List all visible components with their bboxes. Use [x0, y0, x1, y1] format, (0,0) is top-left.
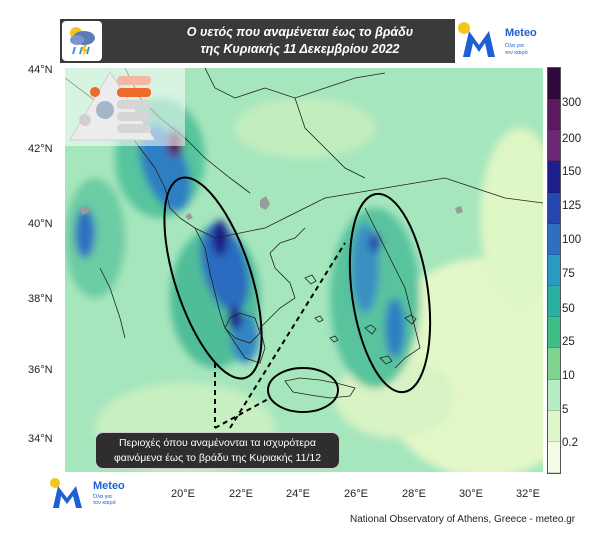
lat-label-40: 40°N [28, 218, 53, 230]
colorbar-label: 5 [562, 404, 569, 416]
colorbar-segment [548, 223, 560, 255]
meteo-logo-mark [458, 22, 495, 57]
meteo-logo-mark [50, 478, 82, 508]
annotation-box: Περιοχές όπου αναμένονται τα ισχυρότερα … [95, 432, 340, 469]
colorbar-label: 50 [562, 303, 575, 315]
highlight-ellipses [163, 176, 432, 429]
colorbar-segment [548, 99, 560, 131]
colorbar-segment [548, 254, 560, 287]
logo-tagline-2: τον καιρό [93, 500, 116, 506]
colorbar-segment [548, 441, 560, 474]
colorbar-segment [548, 161, 560, 193]
colorbar-label: 0.2 [562, 437, 578, 449]
precipitation-field [65, 98, 543, 472]
rain-cloud-icon [62, 21, 102, 61]
logo-tagline-1: Όλα για [505, 43, 524, 49]
logo-word: Meteo [505, 27, 537, 39]
colorbar-label: 10 [562, 370, 575, 382]
lon-label-22: 22°E [229, 488, 253, 500]
precipitation-colorbar [547, 67, 561, 474]
colorbar-segment [548, 68, 560, 100]
colorbar-segment [548, 192, 560, 224]
colorbar-segment [548, 286, 560, 318]
lon-label-20: 20°E [171, 488, 195, 500]
colorbar-segment [548, 130, 560, 162]
lat-label-36: 36°N [28, 364, 53, 376]
lon-label-30: 30°E [459, 488, 483, 500]
lat-label-34: 34°N [28, 433, 53, 445]
meteo-logo-top: Meteo Όλα για τον καιρό [455, 19, 540, 63]
colorbar-segment [548, 317, 560, 349]
colorbar-label: 100 [562, 234, 582, 246]
credit-text: National Observatory of Athens, Greece -… [350, 514, 576, 525]
title-line-2: της Κυριακής 11 Δεκεμβρίου 2022 [200, 42, 400, 56]
colorbar-label: 25 [562, 336, 575, 348]
ellipse-western-greece [163, 176, 263, 380]
ellipse-eastern-aegean [348, 192, 432, 394]
colorbar-segment [548, 379, 560, 411]
colorbar-label: 200 [562, 133, 582, 145]
map-title: Ο υετός που αναμένεται έως το βράδυ της … [187, 24, 413, 58]
annotation-line-2: φαινόμενα έως το βράδυ της Κυριακής 11/1… [113, 451, 322, 464]
gray-areas [80, 196, 463, 220]
warning-level-triangle [65, 68, 185, 146]
colorbar-label: 125 [562, 200, 582, 212]
logo-word: Meteo [93, 480, 125, 492]
title-line-1: Ο υετός που αναμένεται έως το βράδυ [186, 25, 414, 39]
lon-label-26: 26°E [344, 488, 368, 500]
lat-label-42: 42°N [28, 143, 53, 155]
colorbar-segment [548, 348, 560, 380]
annotation-line-1: Περιοχές όπου αναμένονται τα ισχυρότερα [119, 436, 316, 449]
logo-tagline-2: τον καιρό [505, 50, 528, 56]
colorbar-label: 150 [562, 166, 582, 178]
lon-label-32: 32°E [516, 488, 540, 500]
precipitation-map [65, 68, 543, 472]
ellipse-crete [267, 367, 339, 413]
meteo-logo-bottom: Meteo Όλα για τον καιρό [45, 475, 140, 513]
pointer-line [214, 397, 271, 429]
lat-label-38: 38°N [28, 293, 53, 305]
lat-label-44: 44°N [28, 64, 53, 76]
colorbar-label: 75 [562, 268, 575, 280]
colorbar-segment [548, 410, 560, 442]
lon-label-28: 28°E [402, 488, 426, 500]
pointer-line [229, 242, 346, 429]
lon-label-24: 24°E [286, 488, 310, 500]
logo-tagline-1: Όλα για [93, 494, 112, 500]
colorbar-label: 300 [562, 97, 582, 109]
